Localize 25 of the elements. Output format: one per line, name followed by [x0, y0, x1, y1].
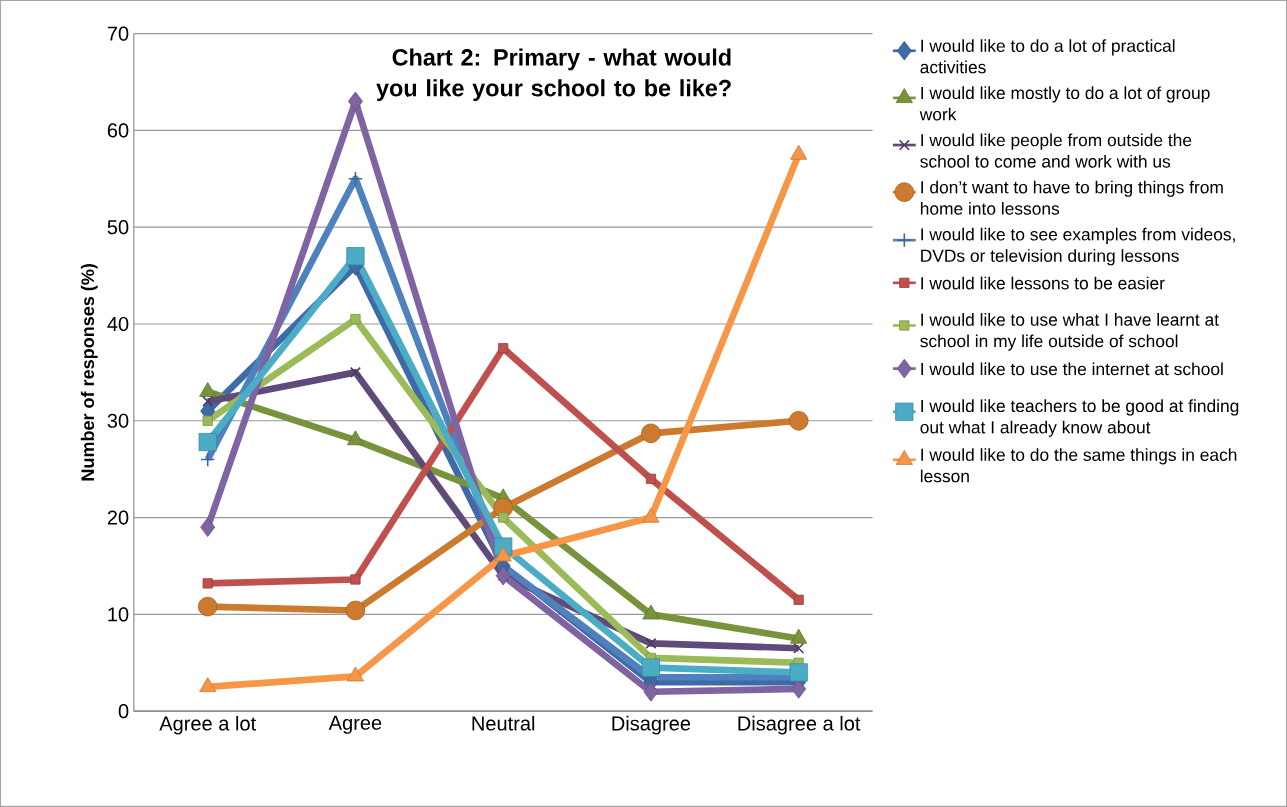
legend-label: I would like teachers to be good at finding out what I already know about — [920, 399, 1239, 437]
x-tick-label: Disagree a lot — [738, 715, 861, 735]
legend-label: I would like to do a lot of practical activities — [920, 39, 1175, 74]
legend-label: I would like to use the internet at school — [921, 362, 1223, 376]
legend-label: I don’t want to have to bring things from home into lessons — [920, 180, 1223, 215]
x-tick-label: Agree — [328, 715, 382, 734]
legend-label: I would like people from outside the school to come and work with us — [920, 133, 1192, 168]
x-tick-label: Disagree — [612, 715, 691, 735]
legend-label: I would like to see examples from videos, DVDs or television during lessons — [921, 227, 1235, 266]
y-axis-title: Number of responses (%) — [80, 264, 98, 481]
legend-label: I would like to do the same things in each lesson — [920, 448, 1237, 483]
y-tick-label: 50 — [107, 220, 129, 235]
legend-label: I would like to use what I have learnt at school in my life outside of school — [920, 313, 1219, 351]
y-tick-label: 20 — [107, 510, 129, 525]
x-tick-label: Neutral — [472, 715, 535, 731]
y-tick-label: 30 — [107, 413, 129, 428]
y-tick-label: 0 — [118, 704, 129, 719]
x-tick-label: Agree a lot — [159, 715, 257, 735]
y-tick-label: 10 — [108, 607, 129, 622]
y-tick-label: 40 — [107, 316, 129, 332]
y-tick-label: 60 — [107, 123, 129, 138]
legend-label: I would like mostly to do a lot of group work — [919, 86, 1210, 121]
legend-label: I would like lessons to be easier — [921, 276, 1165, 290]
y-tick-label: 70 — [107, 26, 129, 41]
text: Chart 2: Primary - what would you like your school to be like? — [376, 48, 731, 102]
